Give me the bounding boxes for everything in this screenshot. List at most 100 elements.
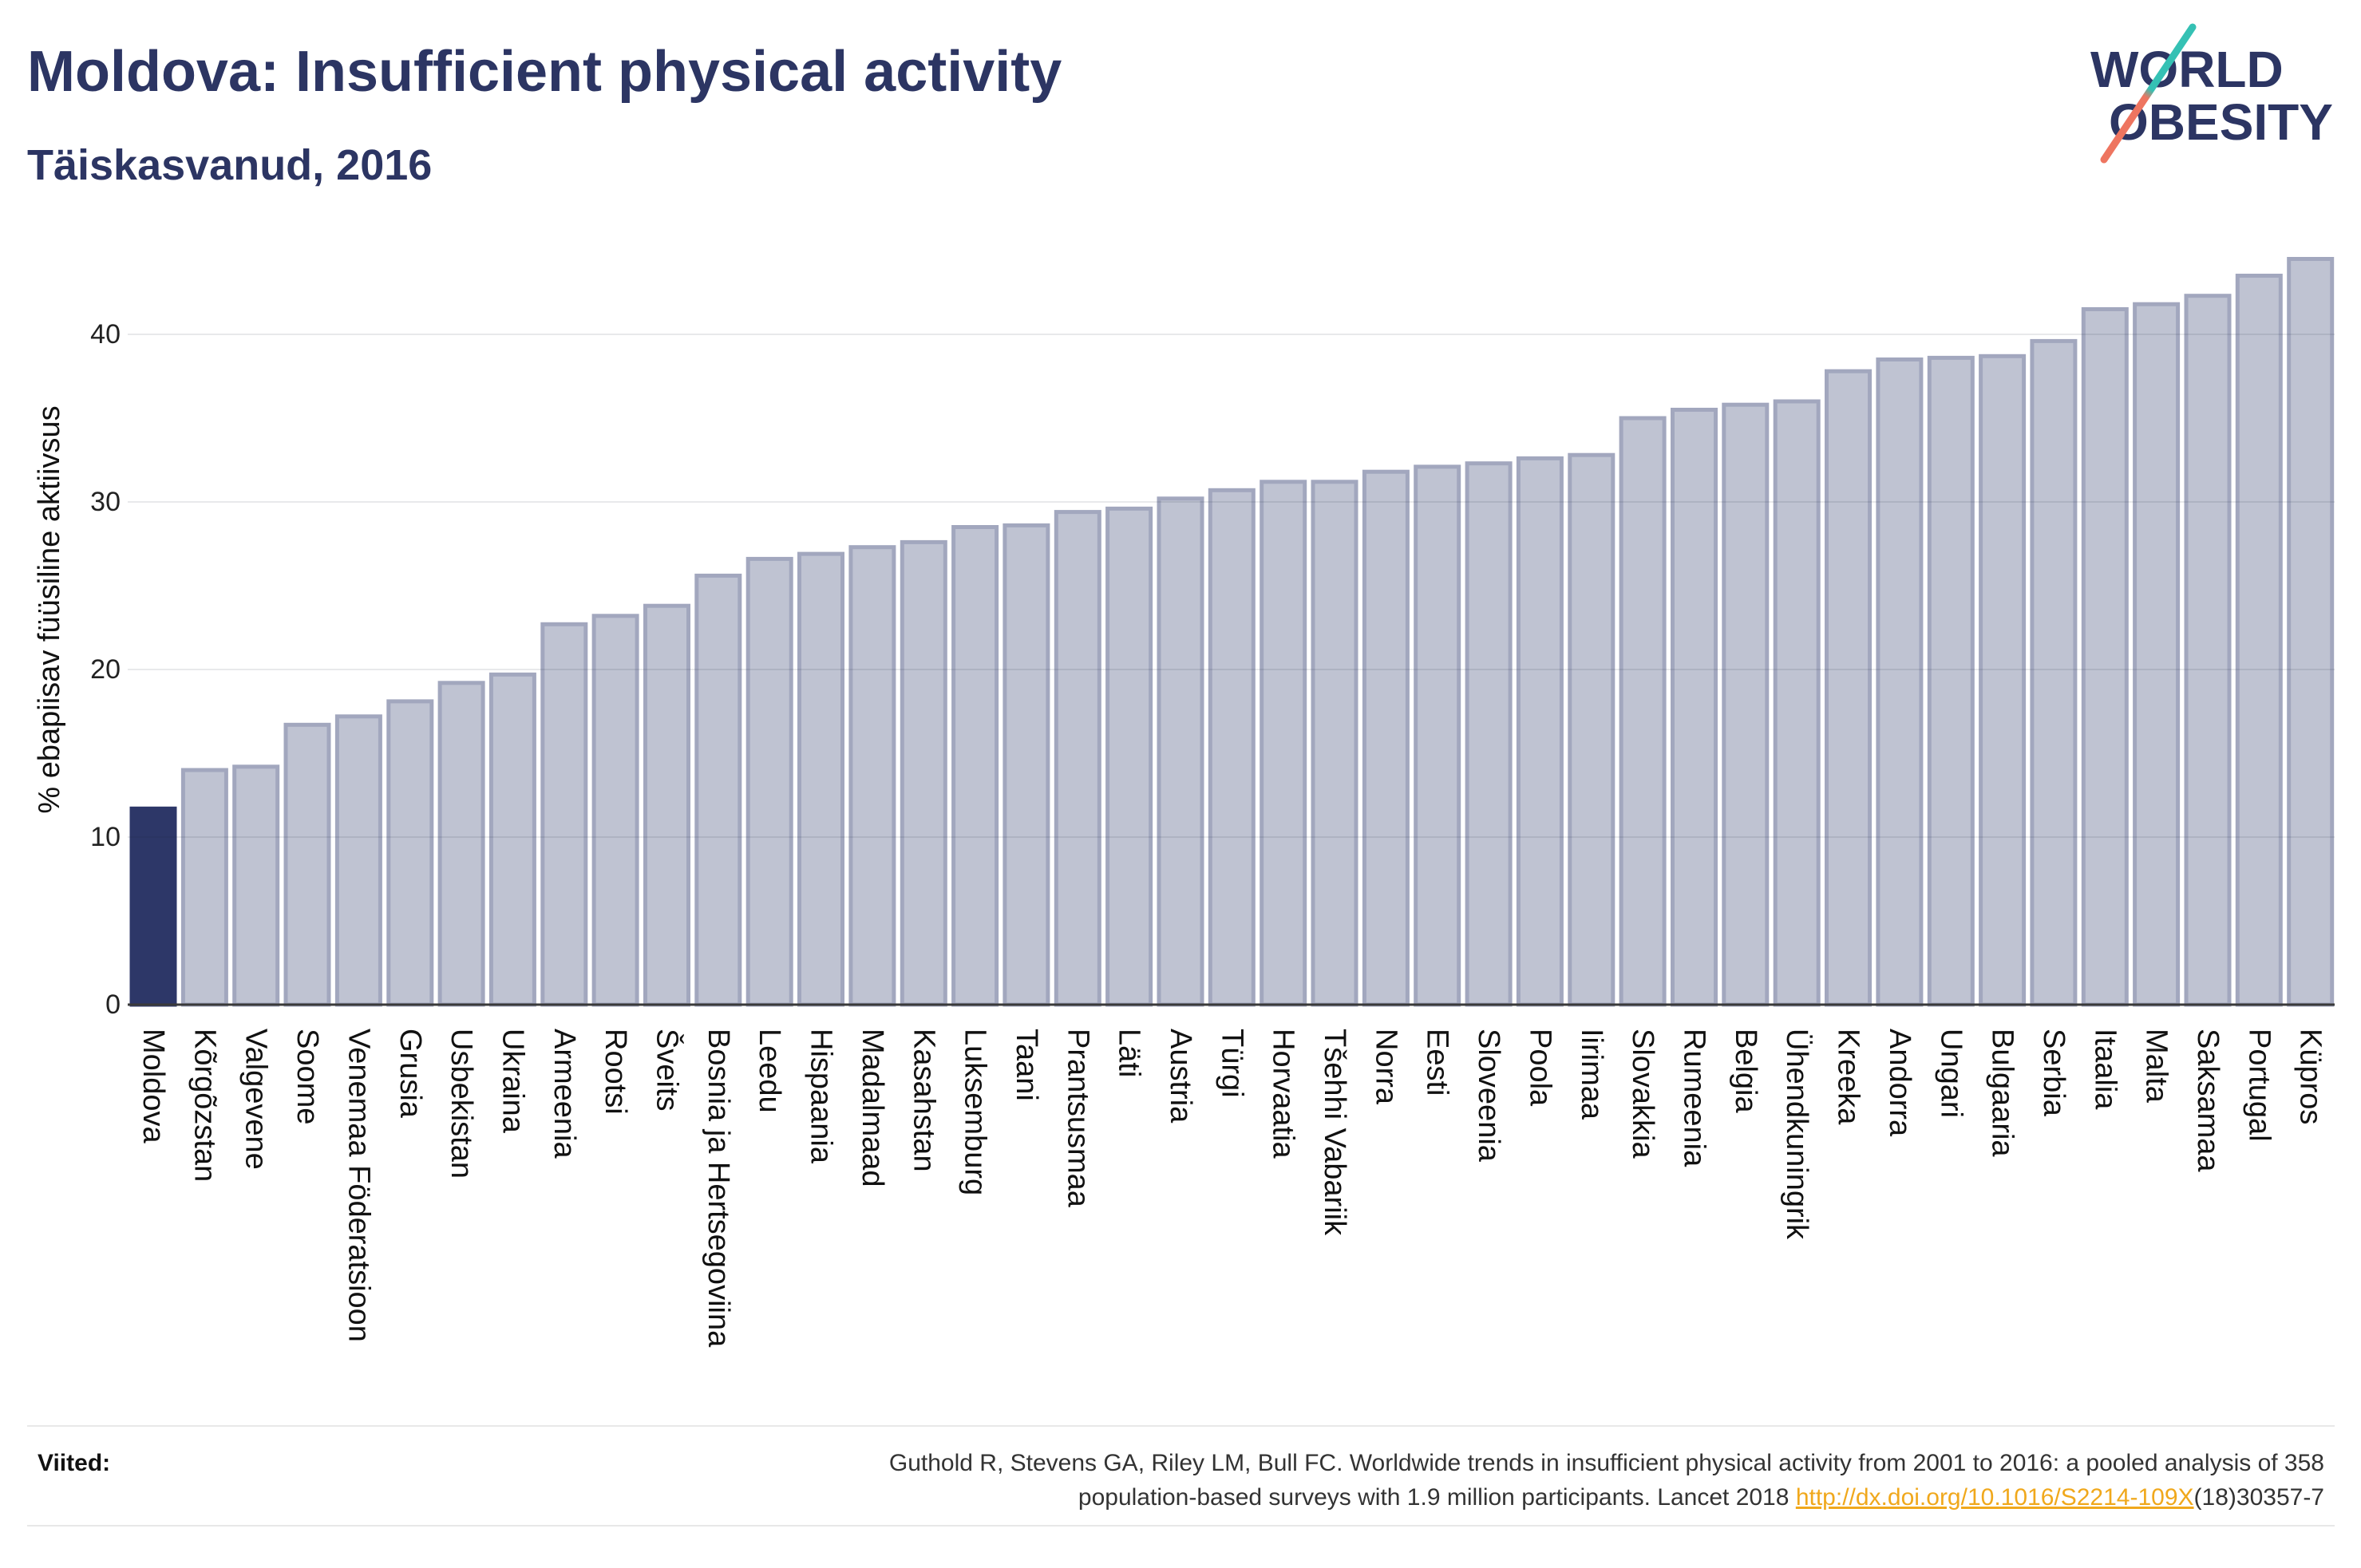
x-tick-label-hispaania: Hispaania bbox=[805, 1029, 838, 1164]
bar-armeenia bbox=[540, 622, 588, 1007]
bar-hispaania bbox=[797, 551, 844, 1007]
bar-grusia bbox=[386, 699, 434, 1007]
x-tick-label-kupros: Küpros bbox=[2294, 1029, 2327, 1124]
x-tick-label-bosnia-ja-hertsegoviina: Bosnia ja Hertsegoviina bbox=[702, 1029, 735, 1348]
bar-prantsusmaa bbox=[1054, 510, 1101, 1007]
bar-poola bbox=[1516, 456, 1564, 1007]
chart-title: Moldova: Insufficient physical activity bbox=[27, 40, 1062, 104]
x-tick-label-rumeenia: Rumeenia bbox=[1678, 1029, 1711, 1167]
bar-valgevene bbox=[232, 764, 280, 1007]
x-tick-label-malta: Malta bbox=[2140, 1029, 2173, 1104]
bar-kasahstan bbox=[900, 539, 947, 1007]
x-tick-label-itaalia: Itaalia bbox=[2088, 1029, 2122, 1110]
y-tick-label: 30 bbox=[90, 487, 121, 517]
bar-leedu bbox=[745, 556, 793, 1007]
reference-line-2-end: (18)30357-7 bbox=[2193, 1484, 2324, 1511]
bar-sveits bbox=[643, 603, 690, 1007]
x-tick-label-saksamaa: Saksamaa bbox=[2191, 1029, 2225, 1172]
logo-word-world: WORLD bbox=[2090, 41, 2284, 98]
bar-turgi bbox=[1208, 488, 1256, 1007]
x-tick-label-andorra: Andorra bbox=[1883, 1029, 1916, 1137]
bar-kupros bbox=[2287, 257, 2335, 1007]
bar-slovakkia bbox=[1619, 416, 1667, 1007]
x-tick-label-kreeka: Kreeka bbox=[1832, 1029, 1865, 1125]
x-tick-label-grusia: Grusia bbox=[394, 1029, 427, 1119]
bar-bosnia-ja-hertsegoviina bbox=[694, 573, 742, 1007]
bar-rootsi bbox=[591, 614, 639, 1007]
y-tick-label: 0 bbox=[105, 989, 121, 1020]
bar-madalmaad bbox=[848, 545, 896, 1007]
x-tick-label-portugal: Portugal bbox=[2242, 1029, 2276, 1142]
reference-link[interactable]: http://dx.doi.org/10.1016/S2214-109X bbox=[1795, 1484, 2194, 1511]
references-text: Guthold R, Stevens GA, Riley LM, Bull FC… bbox=[889, 1446, 2324, 1515]
bar-usbekistan bbox=[437, 681, 485, 1007]
bar-luksemburg bbox=[951, 525, 999, 1007]
x-tick-label-prantsusmaa: Prantsusmaa bbox=[1061, 1029, 1094, 1208]
x-tick-label-venemaa-foderatsioon: Venemaa Föderatsioon bbox=[342, 1029, 375, 1342]
x-tick-label-moldova: Moldova bbox=[136, 1029, 170, 1143]
bar-serbia bbox=[2030, 338, 2078, 1007]
x-tick-label-korgozstan: Kõrgõzstan bbox=[188, 1029, 221, 1182]
x-tick-label-serbia: Serbia bbox=[2037, 1029, 2070, 1117]
bar-norra bbox=[1362, 469, 1410, 1007]
y-axis-title: % ebapiisav füüsiline aktiivsus bbox=[33, 405, 66, 813]
x-tick-label-lati: Läti bbox=[1113, 1029, 1146, 1077]
bar-austria bbox=[1157, 496, 1204, 1007]
y-axis-ticks: 0 10 20 30 40 bbox=[90, 319, 121, 1020]
x-tick-label-taani: Taani bbox=[1010, 1029, 1043, 1101]
x-tick-label-turgi: Türgi bbox=[1215, 1029, 1248, 1098]
reference-line-2-text: population-based surveys with 1.9 millio… bbox=[1078, 1484, 1790, 1511]
chart-subtitle: Täiskasvanud, 2016 bbox=[27, 141, 433, 189]
logo-slash-icon bbox=[2100, 23, 2197, 164]
x-tick-label-belgia: Belgia bbox=[1729, 1029, 1762, 1113]
x-tick-label-luksemburg: Luksemburg bbox=[959, 1029, 992, 1195]
bar-sloveenia bbox=[1465, 461, 1513, 1007]
bar-moldova bbox=[129, 806, 177, 1007]
bar-saksamaa bbox=[2184, 294, 2232, 1007]
bar-lati bbox=[1105, 506, 1153, 1007]
x-tick-label-uhendkuningrik: Ühendkuningrik bbox=[1780, 1029, 1813, 1240]
bar-eesti bbox=[1414, 464, 1461, 1007]
references-label: Viited: bbox=[38, 1450, 111, 1476]
footer-top-divider bbox=[27, 1425, 2335, 1427]
bar-malta bbox=[2133, 302, 2181, 1007]
bar-rumeenia bbox=[1671, 408, 1718, 1007]
x-tick-label-valgevene: Valgevene bbox=[239, 1029, 273, 1170]
bar-andorra bbox=[1876, 357, 1924, 1007]
bar-taani bbox=[1003, 523, 1050, 1007]
x-tick-label-ukraina: Ukraina bbox=[496, 1029, 529, 1134]
reference-line-1: Guthold R, Stevens GA, Riley LM, Bull FC… bbox=[888, 1450, 2324, 1476]
x-tick-label-usbekistan: Usbekistan bbox=[445, 1029, 478, 1179]
gridlines-group bbox=[128, 334, 2335, 838]
y-tick-label: 10 bbox=[90, 822, 121, 852]
bar-korgozstan bbox=[180, 768, 228, 1007]
reference-line-2: population-based surveys with 1.9 millio… bbox=[889, 1480, 2324, 1515]
x-tick-label-soome: Soome bbox=[291, 1029, 324, 1124]
x-tick-label-bulgaaria: Bulgaaria bbox=[1986, 1029, 2019, 1157]
x-tick-label-tsehhi-vabariik: Tšehhi Vabariik bbox=[1318, 1029, 1351, 1236]
bar-soome bbox=[283, 722, 331, 1007]
bar-bulgaaria bbox=[1979, 353, 2027, 1007]
bars-group bbox=[129, 257, 2335, 1007]
x-tick-label-armeenia: Armeenia bbox=[548, 1029, 581, 1159]
x-tick-label-austria: Austria bbox=[1164, 1029, 1197, 1124]
x-tick-label-kasahstan: Kasahstan bbox=[907, 1029, 940, 1172]
bar-itaalia bbox=[2081, 307, 2129, 1007]
x-tick-label-slovakkia: Slovakkia bbox=[1626, 1029, 1659, 1159]
bar-chart: 0 10 20 30 40 Moldova Kõrgõzstan Valgevene Soom… bbox=[33, 257, 2335, 1348]
bar-horvaatia bbox=[1260, 480, 1307, 1007]
bar-tsehhi-vabariik bbox=[1311, 480, 1358, 1007]
bar-venemaa-foderatsioon bbox=[334, 714, 382, 1007]
y-tick-label: 20 bbox=[90, 654, 121, 685]
x-tick-label-leedu: Leedu bbox=[753, 1029, 786, 1113]
x-tick-label-rootsi: Rootsi bbox=[599, 1029, 632, 1115]
bar-ukraina bbox=[488, 672, 536, 1007]
bar-uhendkuningrik bbox=[1773, 399, 1821, 1007]
bar-portugal bbox=[2235, 274, 2283, 1007]
footer-bottom-divider bbox=[27, 1525, 2335, 1527]
x-axis-labels: Moldova Kõrgõzstan Valgevene Soome Venemaa F… bbox=[136, 1029, 2327, 1348]
bar-kreeka bbox=[1825, 369, 1872, 1007]
x-tick-label-sveits: Šveits bbox=[651, 1029, 686, 1111]
x-tick-label-norra: Norra bbox=[1369, 1029, 1402, 1105]
